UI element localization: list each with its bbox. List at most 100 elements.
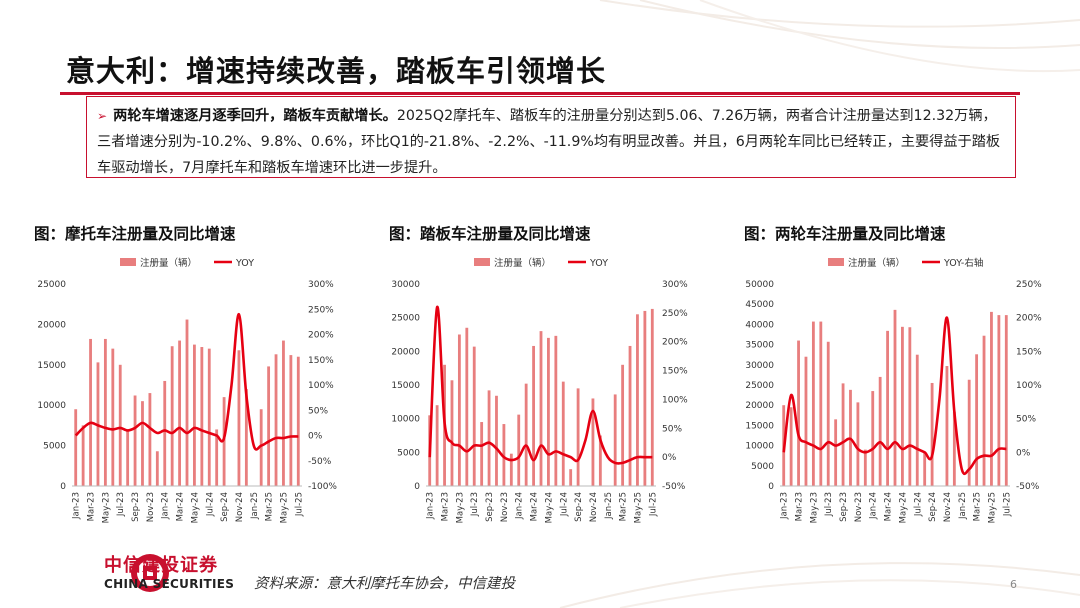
y-right-tick-label: 300% [662,280,688,290]
y-left-tick-label: 15000 [745,421,774,431]
x-tick-label: Sep-23 [485,492,495,522]
page-number: 6 [1010,578,1017,591]
bar [886,330,889,486]
bar [554,335,558,486]
bar [502,424,506,486]
y-left-tick-label: 15000 [391,381,420,391]
bar [819,321,823,486]
x-tick-label: Nov-23 [500,492,510,522]
bar [532,345,535,486]
bar [613,394,617,486]
bar [74,409,78,486]
bar [185,319,189,486]
bar [856,402,860,486]
x-tick-label: May-23 [455,492,465,523]
x-tick-label: Mar-23 [441,492,451,521]
x-tick-label: Jul-23 [470,492,480,517]
china-securities-logo-icon [131,554,169,592]
y-left-tick-label: 35000 [745,341,774,351]
x-tick-label: Mar-24 [176,492,186,521]
bar [259,409,263,486]
y-right-tick-label: -50% [1016,482,1040,492]
bar [945,366,949,486]
bar [975,354,979,486]
bar [878,376,882,486]
x-tick-label: Nov-23 [854,492,864,522]
y-left-tick-label: 30000 [745,361,774,371]
bar [952,411,956,486]
chart-two-wheeler-svg: 注册量（辆） YOY-右轴 0 5000 10000 15000 20000 25000 300… [745,257,1042,523]
y-left-tick-label: 15000 [37,361,66,371]
chart-two-wheeler: 注册量（辆） YOY-右轴 0 5000 10000 15000 20000 25000 300… [732,250,1072,540]
x-tick-label: Mar-25 [619,492,629,521]
legend-line-label: YOY [589,258,608,269]
x-tick-label: Jan-25 [958,492,968,520]
bar [561,381,565,486]
bar [509,453,513,486]
bar [178,340,181,486]
bullet-arrow-icon: ➢ [97,109,108,123]
bar [569,469,573,486]
bar [789,407,793,486]
x-tick-label: Jan-25 [250,492,260,520]
bar [450,380,454,486]
y-left-tick-label: 20000 [37,320,66,330]
bar [871,391,875,486]
x-tick-label: Jul-24 [559,492,569,517]
legend-bar-label: 注册量（辆） [494,257,551,269]
x-tick-label: Jul-23 [824,492,834,517]
x-tick-label: Mar-25 [973,492,983,521]
x-tick-label: May-24 [898,492,908,523]
y-right-tick-label: 50% [662,424,682,434]
y-right-tick-label: -100% [308,482,337,492]
y-right-tick-label: 0% [1016,448,1031,458]
y-left-tick-label: 5000 [751,462,774,472]
yoy-line [782,316,1007,476]
x-tick-label: May-23 [101,492,111,523]
bar [170,346,174,486]
bar [163,380,167,486]
y-right-tick-label: 250% [1016,280,1042,290]
bar [997,315,1001,486]
x-tick-label: May-25 [279,492,289,523]
legend: 注册量（辆） YOY [474,257,608,269]
bar [539,331,543,486]
y-right-tick-label: 300% [308,280,334,290]
y-left-tick-label: 10000 [37,401,66,411]
y-left-tick-label: 25000 [745,381,774,391]
bar [465,327,469,486]
y-left-tick-label: 20000 [391,347,420,357]
x-tick-label: Mar-24 [884,492,894,521]
y-right-tick-label: -50% [662,482,686,492]
x-tick-label: May-25 [633,492,643,523]
x-tick-label: Jul-25 [294,492,304,517]
bar [804,356,808,486]
legend-bar-label: 注册量（辆） [140,257,197,269]
x-tick-label: Jan-23 [72,492,82,520]
bar [289,355,293,486]
bar [893,309,897,486]
x-tick-label: Sep-24 [220,492,230,522]
chart-scooter: 注册量（辆） YOY 0 5000 10000 15000 20000 25000 30000 -… [378,250,718,540]
x-tick-label: Mar-23 [87,492,97,521]
bar [517,414,521,486]
y-right-tick-label: 150% [1016,347,1042,357]
bar [547,337,550,486]
bar [797,340,800,486]
yoy-line [74,312,299,451]
bar [237,350,241,486]
bar [495,395,498,486]
y-right-tick-label: -50% [308,457,332,467]
bar [296,356,300,486]
x-tick-label: Jul-24 [205,492,215,517]
source-note: 资料来源：意大利摩托车协会，中信建投 [254,576,515,592]
bar [487,390,491,486]
bar [118,364,122,486]
bar [621,364,625,486]
y-left-tick-label: 5000 [43,442,66,452]
bar [967,379,971,486]
y-left-tick-label: 20000 [745,401,774,411]
bar [643,310,647,486]
y-left-tick-label: 45000 [745,300,774,310]
